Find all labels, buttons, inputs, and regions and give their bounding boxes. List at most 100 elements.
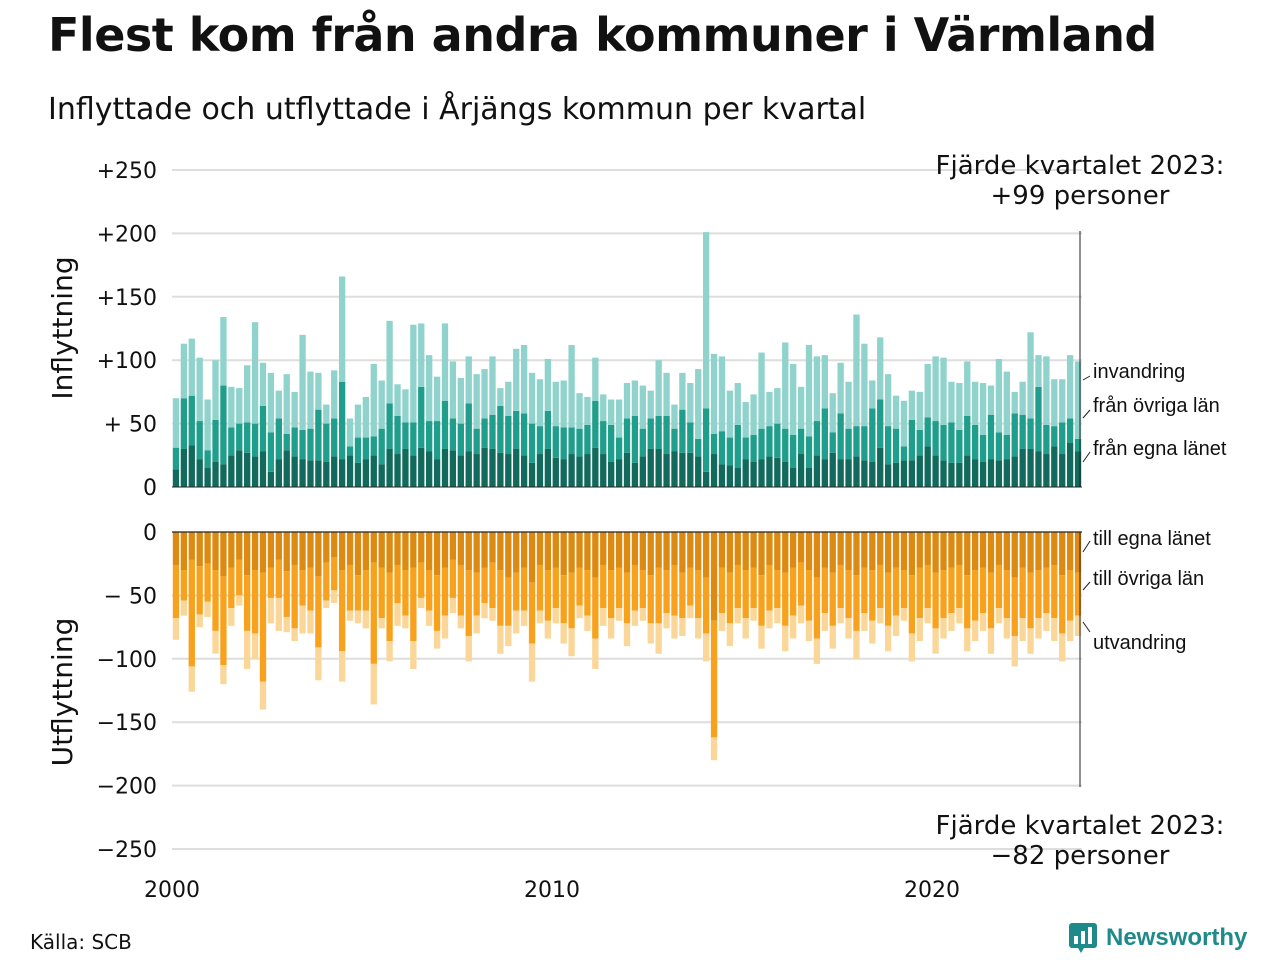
bar-ut-utvandring <box>315 647 322 681</box>
bar-ut-ovriga <box>568 572 575 629</box>
bar-in-ovriga <box>774 423 781 458</box>
bar-in-egna <box>267 471 275 487</box>
bar-ut-egna <box>956 532 963 565</box>
bar-in-ovriga <box>869 408 876 462</box>
bar-ut-utvandring <box>861 613 868 631</box>
bar-in-invandring <box>956 383 963 430</box>
bar-in-egna <box>402 448 409 487</box>
bar-in-invandring <box>964 361 971 416</box>
bar-ut-egna <box>853 532 860 576</box>
bar-in-invandring <box>829 393 836 433</box>
bar-ut-utvandring <box>370 663 377 705</box>
bar-in-egna <box>291 456 298 487</box>
bar-in-egna <box>734 467 741 487</box>
bar-ut-utvandring <box>1043 613 1050 631</box>
bar-ut-egna <box>995 532 1003 565</box>
bar-ut-egna <box>837 532 844 565</box>
bar-ut-ovriga <box>940 570 947 619</box>
bar-in-invandring <box>790 364 797 436</box>
bar-in-egna <box>473 454 480 487</box>
bar-in-egna <box>315 460 322 487</box>
bar-ut-ovriga <box>687 567 694 606</box>
bar-in-egna <box>615 459 623 487</box>
bar-in-egna <box>671 451 678 487</box>
bar-in-ovriga <box>212 419 219 462</box>
bar-in-invandring <box>758 352 765 429</box>
bar-in-invandring <box>244 365 251 423</box>
bar-in-egna <box>1066 442 1074 487</box>
bar-in-egna <box>592 447 599 487</box>
bar-ut-egna <box>608 532 615 571</box>
bar-ut-ovriga <box>1043 567 1050 614</box>
bar-ut-ovriga <box>457 564 464 616</box>
bar-in-egna <box>1003 459 1010 487</box>
bar-in-invandring <box>655 360 662 416</box>
bar-in-egna <box>552 457 559 487</box>
bar-ut-ovriga <box>964 575 971 629</box>
bar-ut-utvandring <box>465 635 472 662</box>
bar-in-egna <box>687 452 694 487</box>
bar-ut-egna <box>457 532 464 565</box>
bar-in-egna <box>481 447 488 487</box>
bar-ut-egna <box>346 532 354 565</box>
bar-ut-egna <box>520 532 528 568</box>
bar-ut-ovriga <box>797 562 805 606</box>
bar-ut-utvandring <box>251 633 259 659</box>
bar-in-invandring <box>513 348 520 411</box>
bar-ut-utvandring <box>608 618 615 639</box>
bar-in-invandring <box>228 386 235 428</box>
bar-ut-ovriga <box>1035 570 1042 619</box>
bar-ut-ovriga <box>829 572 836 626</box>
bar-in-ovriga <box>639 428 646 457</box>
y-tick-top: +100 <box>97 349 157 374</box>
bar-in-egna <box>908 460 916 487</box>
bar-in-ovriga <box>1035 386 1042 452</box>
bar-ut-utvandring <box>354 610 362 624</box>
bar-in-invandring <box>766 391 773 427</box>
bar-in-egna <box>900 460 908 487</box>
bar-in-invandring <box>338 276 346 382</box>
bar-ut-egna <box>172 532 180 565</box>
bar-ut-utvandring <box>790 615 797 639</box>
chart-subtitle: Inflyttade och utflyttade i Årjängs komm… <box>48 92 867 127</box>
x-tick: 2010 <box>524 878 580 903</box>
bar-ut-ovriga <box>402 570 409 616</box>
bar-in-ovriga <box>244 422 251 453</box>
annotation-bottom-line1: Fjärde kvartalet 2023: <box>936 811 1225 841</box>
bar-in-invandring <box>473 374 480 429</box>
bar-ut-egna <box>212 532 219 571</box>
bar-ut-ovriga <box>513 572 520 611</box>
bar-in-ovriga <box>449 418 457 451</box>
bar-in-egna <box>433 459 441 487</box>
bar-ut-egna <box>1011 532 1018 578</box>
bar-ut-utvandring <box>1003 618 1010 639</box>
bar-ut-utvandring <box>323 600 330 609</box>
bar-in-ovriga <box>568 427 575 455</box>
bar-in-ovriga <box>948 422 955 463</box>
bar-ut-ovriga <box>172 564 180 619</box>
bar-ut-utvandring <box>473 615 480 634</box>
bar-in-invandring <box>750 394 757 436</box>
bar-ut-utvandring <box>750 608 757 621</box>
bar-ut-utvandring <box>979 613 987 631</box>
bar-ut-ovriga <box>900 570 908 609</box>
y-tick-top: +250 <box>97 159 157 184</box>
bar-ut-egna <box>615 532 623 568</box>
bar-ut-egna <box>481 532 488 568</box>
bar-ut-utvandring <box>212 630 219 654</box>
bar-ut-ovriga <box>362 570 370 611</box>
bar-ut-egna <box>916 532 923 568</box>
bar-ut-ovriga <box>520 567 528 611</box>
bar-in-egna <box>323 461 330 487</box>
bar-ut-utvandring <box>338 651 346 682</box>
bar-in-ovriga <box>536 426 544 455</box>
legend-leader-ovriga-in <box>1082 409 1091 419</box>
bar-in-invandring <box>1074 361 1082 439</box>
bar-in-ovriga <box>576 428 583 457</box>
bar-ut-utvandring <box>758 625 765 649</box>
bar-in-ovriga <box>924 417 931 447</box>
bar-in-invandring <box>734 383 741 425</box>
y-axis-title-bottom: Utflyttning <box>46 618 79 767</box>
bar-ut-ovriga <box>196 566 203 615</box>
bar-ut-utvandring <box>623 623 631 647</box>
